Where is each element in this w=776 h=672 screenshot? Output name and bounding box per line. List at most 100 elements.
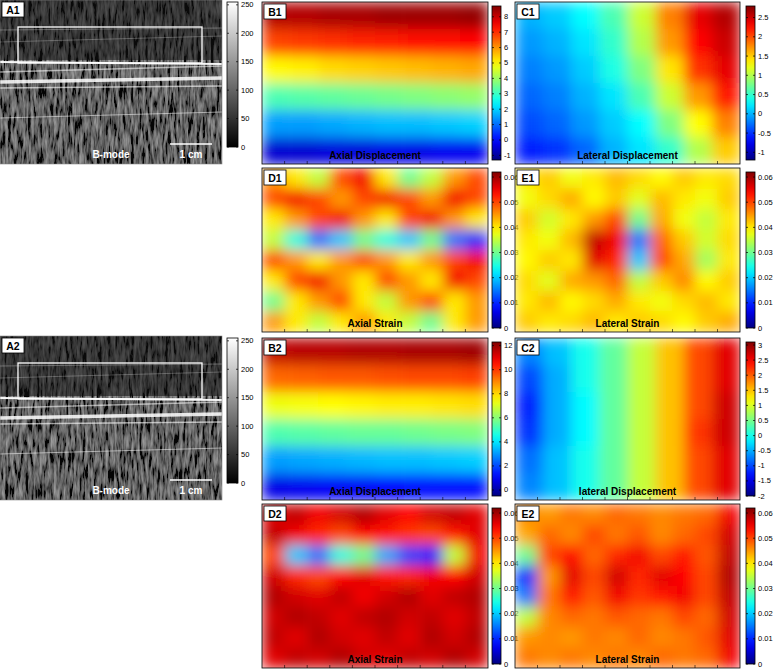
- heatmap-cell: [628, 392, 657, 420]
- figure: B-mode1 cmA1050100150200250Axial Displac…: [0, 0, 776, 672]
- color-bar-scale: [492, 508, 501, 664]
- heatmap-cell: [347, 419, 376, 447]
- heatmap-cell: [432, 473, 461, 500]
- heatmap-cell: [420, 230, 443, 251]
- color-tick-label: 2: [758, 32, 762, 41]
- heatmap-cell: [262, 338, 291, 366]
- label-text: B2: [268, 342, 282, 354]
- plot-frame: [262, 168, 488, 332]
- color-tick-label: 0: [758, 431, 762, 440]
- color-tick: [499, 202, 501, 203]
- color-tick-label: 0.01: [758, 634, 773, 643]
- color-bar-scale: [492, 342, 501, 496]
- heatmap-cell: [543, 110, 572, 138]
- heatmap-cell: [285, 607, 308, 628]
- color-tick: [499, 417, 501, 418]
- frame-tick: [582, 497, 583, 500]
- heatmap-cell: [262, 189, 285, 210]
- heatmap-cell: [538, 607, 561, 628]
- color-tick: [492, 328, 494, 329]
- heatmap-cell: [262, 291, 285, 312]
- frame-tick: [284, 161, 285, 164]
- color-tick: [227, 61, 229, 62]
- frame: [515, 168, 740, 332]
- frame-tick: [307, 497, 308, 500]
- heatmap-cell: [583, 189, 606, 210]
- heatmap-cell: [695, 648, 718, 669]
- color-tick-label: 0.06: [758, 509, 773, 518]
- heatmap-cell: [443, 250, 466, 271]
- color-tick: [492, 441, 494, 442]
- color-tick: [499, 328, 501, 329]
- heatmap-cell: [262, 504, 285, 525]
- color-tick-label: 1.5: [758, 52, 768, 61]
- heatmap-cell: [352, 189, 375, 210]
- heatmap-cell: [673, 586, 696, 607]
- heatmap-cell: [515, 419, 544, 447]
- color-tick-label: 150: [241, 57, 254, 66]
- heatmap-cell: [599, 56, 628, 84]
- heatmap-cell: [560, 648, 583, 669]
- heatmap-cell: [695, 168, 718, 189]
- tissue-echo: [0, 66, 222, 72]
- heatmap-cell: [285, 566, 308, 587]
- heatmap-cell: [673, 566, 696, 587]
- heatmap-cell: [515, 291, 538, 312]
- color-tick: [227, 340, 229, 341]
- frame-tick: [695, 665, 696, 668]
- heatmap-cell: [443, 545, 466, 566]
- frame-tick: [605, 161, 606, 164]
- heatmap-cell: [650, 189, 673, 210]
- heatmap-cell: [465, 586, 488, 607]
- heatmap: [515, 168, 740, 332]
- color-tick: [492, 588, 494, 589]
- heatmap-cell: [420, 627, 443, 648]
- heatmap-cell: [673, 250, 696, 271]
- heatmap-cell: [290, 137, 319, 164]
- heatmap-cell: [560, 566, 583, 587]
- color-tick: [753, 360, 755, 361]
- frame-tick: [284, 665, 285, 668]
- color-tick: [753, 277, 755, 278]
- heatmap-cell: [465, 525, 488, 546]
- heatmap-cell: [465, 168, 488, 189]
- caption: Lateral Strain: [596, 654, 660, 665]
- heatmap-cell: [375, 392, 404, 420]
- heatmap-cell: [403, 29, 432, 57]
- heatmap-cell: [543, 446, 572, 474]
- heatmap: [262, 504, 488, 668]
- heatmap-cell: [307, 504, 330, 525]
- heatmap-cell: [605, 607, 628, 628]
- frame-tick: [397, 161, 398, 164]
- heatmap-cell: [695, 209, 718, 230]
- frame-tick: [672, 497, 673, 500]
- color-tick: [753, 638, 755, 639]
- color-tick: [492, 109, 494, 110]
- heatmap-cell: [628, 545, 651, 566]
- heatmap-cell: [718, 504, 741, 525]
- color-tick: [492, 252, 494, 253]
- frame-tick: [352, 329, 353, 332]
- heatmap-cell: [460, 137, 488, 164]
- panel-label: C1: [517, 4, 539, 19]
- heatmap-cells: [515, 168, 740, 332]
- heatmap-cell: [319, 2, 348, 30]
- heatmap-cell: [538, 209, 561, 230]
- color-tick-label: 5: [504, 58, 508, 67]
- heatmap-cell: [262, 607, 285, 628]
- color-tick: [746, 390, 748, 391]
- heatmap-cell: [460, 365, 488, 393]
- heatmap-cell: [656, 83, 685, 111]
- heatmap-cell: [543, 56, 572, 84]
- heatmap-cell: [583, 607, 606, 628]
- heatmap-cell: [684, 446, 713, 474]
- color-tick: [492, 16, 494, 17]
- heatmap-cell: [262, 392, 291, 420]
- frame-tick: [442, 329, 443, 332]
- heatmap-cell: [290, 473, 319, 500]
- heatmap-cell: [684, 419, 713, 447]
- heatmap-cell: [718, 291, 741, 312]
- heatmap-cell: [628, 338, 657, 366]
- heatmap-cell: [718, 566, 741, 587]
- heatmap-cell: [262, 586, 285, 607]
